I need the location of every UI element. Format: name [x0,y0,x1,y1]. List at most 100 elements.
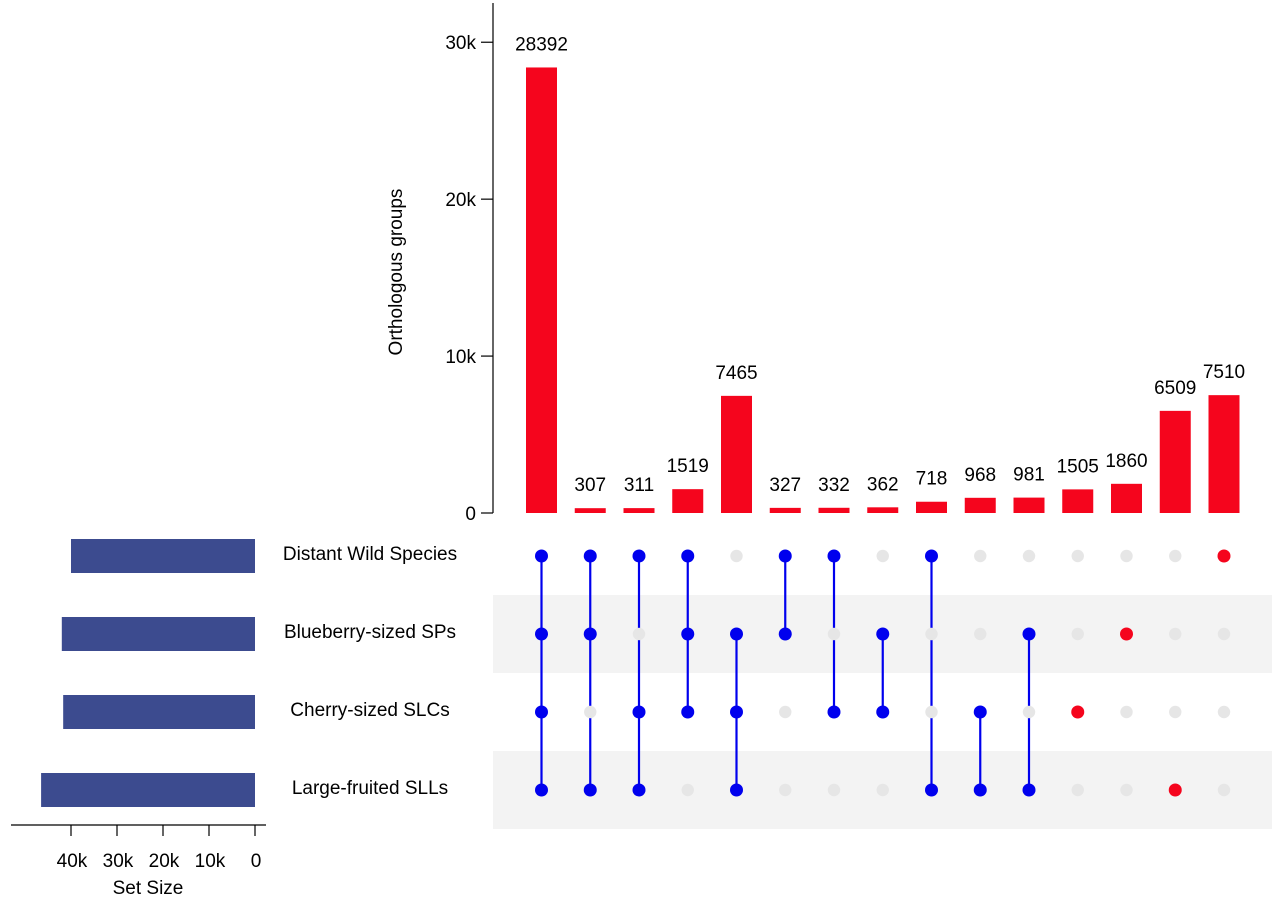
intersection-bar-label: 311 [624,475,654,496]
intersection-bar-label: 362 [867,474,899,495]
matrix-dot-empty [1120,705,1133,719]
matrix-dot-filled [1168,783,1182,797]
intersection-bar [1013,497,1045,513]
intersection-bar [916,501,947,513]
matrix-dot-filled [681,549,695,563]
matrix-dot-filled [730,705,743,719]
matrix-dot-filled [632,783,646,797]
set-size-tick-label: 0 [251,851,262,872]
matrix-dot-filled [973,705,987,719]
set-size-bar [61,617,255,651]
set-size-tick-label: 40k [57,851,88,872]
matrix-dot-filled [973,783,987,797]
matrix-dot-empty [974,627,987,641]
intersection-bar-label: 718 [916,469,948,490]
y-tick-label: 10k [445,347,476,368]
matrix-dot-empty [1120,783,1133,797]
set-label: Large-fruited SLLs [292,778,448,799]
matrix-dot-filled [535,783,548,797]
matrix-dot-empty [1071,783,1084,797]
set-size-bar [41,773,255,807]
matrix-dot-filled [827,549,841,563]
matrix-dot-empty [584,705,597,719]
intersection-bar-label: 307 [574,475,606,496]
matrix-dot-empty [779,783,792,797]
matrix-dot-filled [1022,627,1036,641]
set-label: Blueberry-sized SPs [284,622,456,643]
matrix-dot-filled [778,549,792,563]
matrix-dot-filled [583,783,597,797]
intersection-bar-label: 7510 [1203,362,1245,383]
matrix-dot-filled [1022,783,1036,797]
matrix-dot-empty [925,705,938,719]
set-size-bar [71,539,255,573]
set-size-bar [63,695,256,729]
y-tick-label: 0 [465,504,476,525]
intersection-bar [672,489,704,513]
set-size-tick-label: 20k [149,851,180,872]
matrix-dot-filled [876,627,890,641]
intersection-bar-label: 981 [1013,465,1045,486]
matrix-dot-empty [779,705,792,719]
matrix-dot-filled [535,549,548,563]
intersection-bar [1062,489,1094,513]
matrix-dot-empty [1169,705,1182,719]
matrix-dot-filled [681,627,695,641]
matrix-dot-empty [1022,705,1036,719]
matrix-dot-filled [730,627,743,641]
intersection-bar [1111,483,1142,513]
set-size-tick-label: 10k [195,851,226,872]
matrix-dot-empty [632,627,646,641]
matrix-dot-empty [1217,783,1231,797]
set-size-chart: Set Size Distant Wild Species Blueberry-s… [11,539,457,899]
matrix-dot-filled [925,783,938,797]
intersection-bar-label: 6509 [1154,378,1196,399]
matrix-dot-empty [876,549,889,563]
intersection-bar [964,497,996,513]
set-size-tick-label: 30k [103,851,134,872]
matrix-dot-filled [827,705,841,719]
matrix-dot-empty [1071,549,1084,563]
matrix-dot-filled [1217,549,1231,563]
matrix-dot-empty [974,549,987,563]
intersection-bar [867,507,899,513]
matrix-dot-empty [1169,549,1182,563]
intersection-bar [1208,395,1240,513]
intersection-bar-label: 327 [769,475,801,496]
matrix-dot-filled [632,549,646,563]
intersection-bar-label: 968 [964,465,996,486]
intersection-bar-label: 332 [818,475,850,496]
matrix-dot-filled [632,705,646,719]
matrix-dot-filled [1071,705,1085,719]
y-tick-label: 20k [445,190,476,211]
intersection-bar-label: 1505 [1057,456,1099,477]
y-tick-label: 30k [445,33,476,54]
intersection-bar-label: 1519 [667,456,709,477]
intersection-matrix [535,549,1231,797]
matrix-dot-empty [925,627,938,641]
intersection-bar-chart: Orthologous groups 0 10k 20k 30k 28392 307 311… [386,3,1245,525]
matrix-dot-filled [730,783,743,797]
intersection-bar-label: 1860 [1105,451,1147,472]
matrix-dot-empty [1217,705,1231,719]
matrix-dot-filled [535,627,548,641]
matrix-dot-empty [827,783,841,797]
intersection-bar [818,507,850,513]
matrix-dot-filled [876,705,890,719]
intersection-bar [721,395,752,513]
intersection-bar [526,67,557,514]
set-label: Distant Wild Species [283,544,457,565]
intersection-bar-label: 7465 [715,363,757,384]
set-label: Cherry-sized SLCs [290,700,449,721]
matrix-dot-empty [1071,627,1084,641]
matrix-dot-empty [827,627,841,641]
y-axis-title: Orthologous groups [386,189,407,356]
matrix-dot-filled [583,627,597,641]
intersection-bar-label: 28392 [515,34,568,55]
matrix-dot-filled [1120,627,1133,641]
intersection-bar [1159,410,1191,513]
intersection-bar [769,507,801,513]
matrix-dot-filled [583,549,597,563]
matrix-dot-empty [681,783,694,797]
